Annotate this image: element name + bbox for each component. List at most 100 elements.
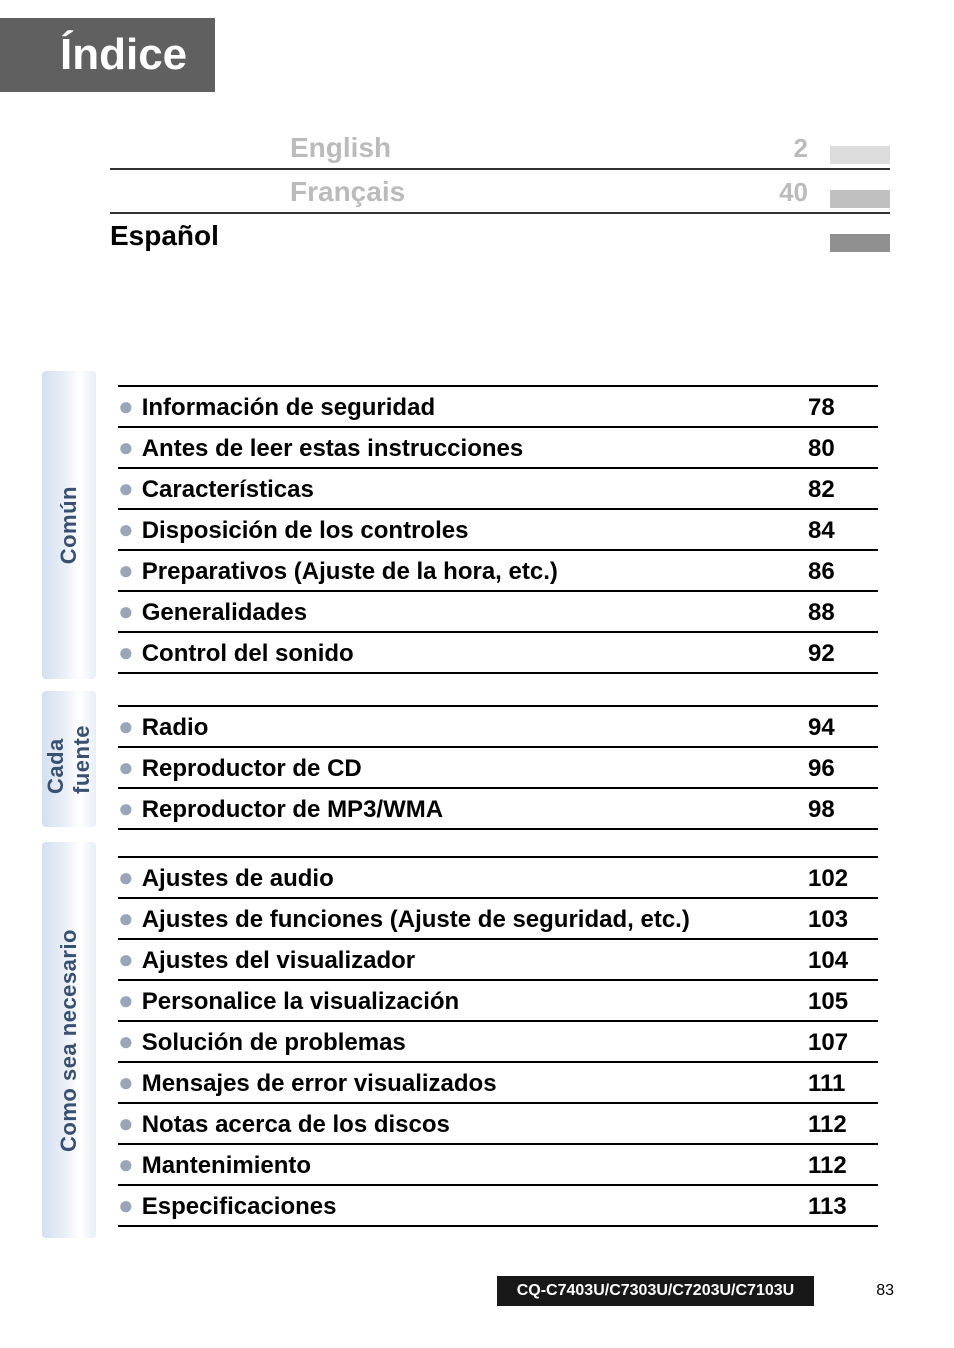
toc-page: 111 — [808, 1070, 878, 1098]
toc-page: 103 — [808, 906, 878, 934]
toc-page: 96 — [808, 755, 878, 783]
toc-row: ● Reproductor de MP3/WMA98 — [118, 789, 878, 830]
bullet-icon: ● — [118, 434, 134, 460]
lang-bar-indicator — [830, 190, 890, 208]
toc-list: ● Radio94 ● Reproductor de CD96 ● Reproductor… — [118, 691, 954, 830]
toc-page: 113 — [808, 1193, 878, 1221]
footer: CQ-C7403U/C7303U/C7203U/C7103U 83 — [497, 1276, 894, 1306]
lang-bar-indicator — [830, 234, 890, 252]
toc-page: 107 — [808, 1029, 878, 1057]
toc-title: Especificaciones — [142, 1193, 808, 1221]
toc-page: 84 — [808, 517, 878, 545]
toc-title: Reproductor de MP3/WMA — [142, 796, 808, 824]
lang-label: English — [290, 132, 470, 164]
toc-row: ● Solución de problemas107 — [118, 1022, 878, 1063]
toc-section: Como sea necesario●Ajustes de audio102●A… — [42, 842, 954, 1238]
toc-page: 88 — [808, 599, 878, 627]
section-tab-label: Como sea necesario — [56, 929, 82, 1152]
toc-row: ● Reproductor de CD96 — [118, 748, 878, 789]
lang-label: Français — [290, 176, 470, 208]
toc-title: Características — [142, 476, 808, 504]
bullet-icon: ● — [118, 475, 134, 501]
toc-page: 80 — [808, 435, 878, 463]
toc-row: ● Ajustes de audio102 — [118, 856, 878, 899]
toc-title: Preparativos (Ajuste de la hora, etc.) — [142, 558, 808, 586]
toc-row: ● Notas acerca de los discos112 — [118, 1104, 878, 1145]
lang-row-francais: Français 40 — [110, 176, 890, 214]
lang-bar-indicator — [830, 146, 890, 164]
toc-list: ● Ajustes de audio102 ●Ajustes de funcione… — [118, 842, 954, 1238]
bullet-icon: ● — [118, 713, 134, 739]
bullet-icon: ● — [118, 1110, 134, 1136]
toc-row: ● Antes de leer estas instrucciones80 — [118, 428, 878, 469]
toc-page: 82 — [808, 476, 878, 504]
bullet-icon: ● — [118, 639, 134, 665]
bullet-icon: ● — [118, 864, 134, 890]
bullet-icon: ● — [118, 557, 134, 583]
toc-page: 98 — [808, 796, 878, 824]
toc-title: Ajustes de audio — [142, 865, 808, 893]
toc-page: 105 — [808, 988, 878, 1016]
toc-page: 104 — [808, 947, 878, 975]
toc-title: Antes de leer estas instrucciones — [142, 435, 808, 463]
bullet-icon: ● — [118, 393, 134, 419]
section-tab: Común — [42, 371, 96, 679]
bullet-icon: ● — [118, 795, 134, 821]
bullet-icon: ● — [118, 1151, 134, 1177]
bullet-icon: ● — [118, 1069, 134, 1095]
toc-page: 92 — [808, 640, 878, 668]
toc-title: Ajustes del visualizador — [142, 947, 808, 975]
toc-title: Radio — [142, 714, 808, 742]
toc-row: ● Información de seguridad78 — [118, 385, 878, 428]
toc-row: ● Especificaciones113 — [118, 1186, 878, 1227]
section-tab: Cada fuente — [42, 691, 96, 827]
toc-section: Cada fuente●Radio94●Reproductor de CD96●… — [42, 691, 954, 830]
toc-row: ● Control del sonido92 — [118, 633, 878, 674]
toc-title: Personalice la visualización — [142, 988, 808, 1016]
toc-title: Información de seguridad — [142, 394, 808, 422]
toc-row: ● Ajustes del visualizador104 — [118, 940, 878, 981]
toc-title: Mensajes de error visualizados — [142, 1070, 808, 1098]
toc-row: ● Personalice la visualización105 — [118, 981, 878, 1022]
footer-model: CQ-C7403U/C7303U/C7203U/C7103U — [497, 1276, 814, 1306]
toc-title: Mantenimiento — [142, 1152, 808, 1180]
toc-page: 102 — [808, 865, 878, 893]
toc-page: 94 — [808, 714, 878, 742]
toc-row: ● Preparativos (Ajuste de la hora, etc.)8… — [118, 551, 878, 592]
toc-title: Generalidades — [142, 599, 808, 627]
lang-row-english: English 2 — [110, 132, 890, 170]
bullet-icon: ● — [118, 598, 134, 624]
lang-page: 40 — [470, 177, 818, 208]
toc-title: Solución de problemas — [142, 1029, 808, 1057]
bullet-icon: ● — [118, 987, 134, 1013]
bullet-icon: ● — [118, 516, 134, 542]
page-title: Índice — [0, 18, 215, 92]
toc-page: 86 — [808, 558, 878, 586]
toc-row: ● Generalidades88 — [118, 592, 878, 633]
lang-label: Español — [110, 220, 290, 252]
bullet-icon: ● — [118, 905, 134, 931]
toc-page: 78 — [808, 394, 878, 422]
toc-page: 112 — [808, 1111, 878, 1139]
lang-page: 2 — [470, 133, 818, 164]
toc-title: Notas acerca de los discos — [142, 1111, 808, 1139]
toc-row: ● Radio94 — [118, 705, 878, 748]
table-of-contents: Común ● Información de seguridad78 ● Antes d… — [0, 371, 954, 1238]
lang-row-espanol: Español — [110, 220, 890, 256]
toc-title: Control del sonido — [142, 640, 808, 668]
footer-page-number: 83 — [876, 1282, 894, 1300]
bullet-icon: ● — [118, 1192, 134, 1218]
section-tab-label: Cada fuente — [43, 725, 95, 794]
toc-row: ● Mantenimiento112 — [118, 1145, 878, 1186]
bullet-icon: ● — [118, 754, 134, 780]
toc-title: Disposición de los controles — [142, 517, 808, 545]
toc-row: ●Ajustes de funciones (Ajuste de segurid… — [118, 899, 878, 940]
toc-page: 112 — [808, 1152, 878, 1180]
bullet-icon: ● — [118, 1028, 134, 1054]
toc-title: Reproductor de CD — [142, 755, 808, 783]
toc-list: ● Información de seguridad78 ● Antes de lee… — [118, 371, 954, 679]
toc-row: ● Características82 — [118, 469, 878, 510]
section-tab-label: Común — [56, 486, 82, 564]
bullet-icon: ● — [118, 946, 134, 972]
toc-section: Común ● Información de seguridad78 ● Antes d… — [42, 371, 954, 679]
